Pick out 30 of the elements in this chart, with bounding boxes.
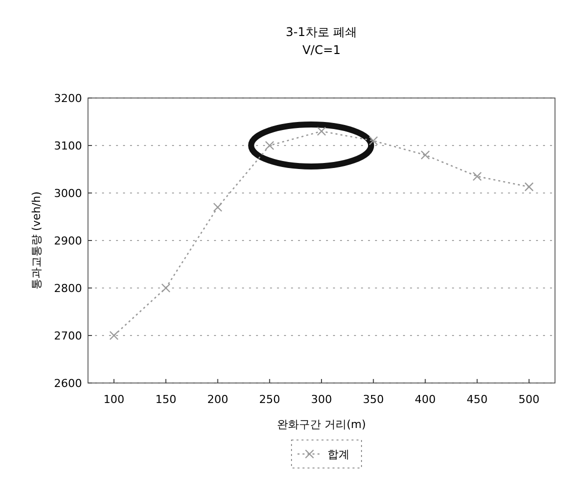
x-tick-label: 150 xyxy=(155,393,176,406)
y-axis-title: 통과교통량 (veh/h) xyxy=(30,191,43,290)
y-tick-label: 3000 xyxy=(54,187,82,200)
point xyxy=(472,172,482,181)
point xyxy=(161,283,170,293)
legend-label: 합계 xyxy=(328,448,350,461)
y-tick-label: 3200 xyxy=(54,92,82,105)
x-tick-label: 250 xyxy=(259,393,280,406)
x-axis-title: 완화구간 거리(m) xyxy=(277,418,366,431)
x-tick-label: 350 xyxy=(362,393,384,406)
x-tick-label: 300 xyxy=(311,393,332,406)
x-tick-label: 200 xyxy=(207,393,228,406)
point xyxy=(109,330,119,340)
x-tick-label: 500 xyxy=(518,393,540,406)
x-tick-label: 450 xyxy=(466,393,488,406)
y-tick-label: 2600 xyxy=(54,377,82,390)
point xyxy=(213,202,222,212)
point xyxy=(368,136,378,146)
chart-subtitle: V/C=1 xyxy=(302,43,341,57)
y-tick-label: 2700 xyxy=(54,330,82,342)
y-tick-label: 2800 xyxy=(54,282,82,295)
point xyxy=(265,140,274,150)
y-tick-label: 2900 xyxy=(54,234,82,248)
chart-title: 3-1차로 폐쇄 xyxy=(286,25,358,39)
point xyxy=(316,126,326,136)
x-tick-label: 100 xyxy=(103,393,124,406)
y-tick-label: 3100 xyxy=(54,140,82,152)
point xyxy=(524,182,534,192)
x-tick-label: 400 xyxy=(414,393,436,406)
point xyxy=(420,150,430,160)
